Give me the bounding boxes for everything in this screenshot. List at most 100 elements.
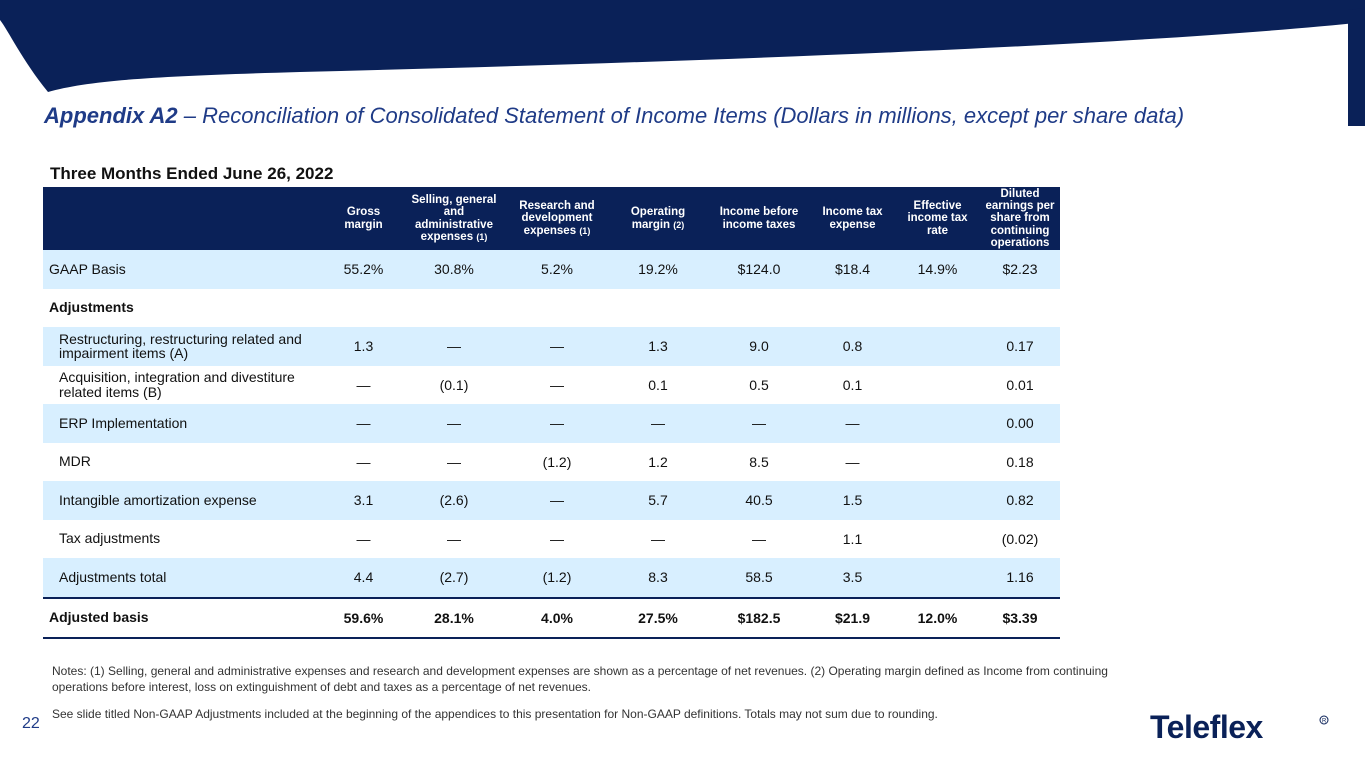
table-cell: $21.9 (810, 597, 895, 639)
row-label: GAAP Basis (43, 250, 325, 289)
table-cell (895, 443, 980, 482)
table-cell: 40.5 (708, 481, 810, 520)
table-cell (895, 327, 980, 366)
title-bold: Appendix A2 (44, 103, 178, 128)
table-cell: 0.5 (749, 376, 769, 393)
row-label: Restructuring, restructuring related and… (43, 327, 325, 366)
table-cell: — (506, 327, 608, 366)
table-cell: — (708, 404, 810, 443)
page-title: Appendix A2 – Reconciliation of Consolid… (44, 103, 1184, 129)
page-number: 22 (22, 715, 40, 732)
table-cell: 58.5 (708, 558, 810, 599)
table-cell: (2.6) (402, 481, 506, 520)
adjustment-row: Tax adjustments — — — — — 1.1 (0.02) (43, 520, 1060, 559)
table-cell: 1.3 (608, 327, 708, 366)
column-header: Effective income tax rate (895, 187, 980, 250)
table-cell: 8.3 (608, 558, 708, 599)
table-cell: — (608, 404, 708, 443)
table-cell: 27.5% (608, 597, 708, 639)
adjustment-row: Restructuring, restructuring related and… (43, 327, 1060, 366)
table-cell: — (550, 530, 564, 547)
table-cell: (2.7) (402, 558, 506, 599)
adjustment-row: Acquisition, integration and divestiture… (43, 366, 1060, 405)
table-cell: 1.16 (980, 558, 1060, 599)
table-cell (325, 289, 402, 328)
adjustments-heading-row: Adjustments (43, 289, 1060, 328)
adjustment-row: MDR — — (1.2) 1.2 8.5 — 0.18 (43, 443, 1060, 482)
table-cell: — (550, 376, 564, 393)
table-cell: — (651, 530, 665, 547)
table-cell: 0.17 (980, 327, 1060, 366)
table-cell: — (356, 376, 371, 393)
table-cell: — (402, 327, 506, 366)
table-cell: — (402, 404, 506, 443)
table-cell: — (845, 453, 860, 470)
table-cell: 0.8 (810, 327, 895, 366)
row-label: ERP Implementation (43, 404, 325, 443)
footnote-non-gaap: See slide titled Non-GAAP Adjustments in… (52, 707, 938, 722)
adjustments-total-row: Adjustments total 4.4 (2.7) (1.2) 8.3 58.5 3.5… (43, 558, 1060, 599)
table-cell: 1.3 (325, 327, 402, 366)
table-cell: — (447, 530, 461, 547)
row-label: MDR (59, 453, 91, 470)
table-cell: 0.1 (648, 376, 668, 393)
header-banner (0, 0, 1365, 126)
row-label: Adjusted basis (43, 597, 325, 639)
table-cell: 0.18 (1006, 453, 1034, 470)
table-cell: 0.00 (980, 404, 1060, 443)
table-cell (895, 289, 980, 328)
footnote-definitions: Notes: (1) Selling, general and administ… (52, 664, 1108, 695)
table-cell: 28.1% (402, 597, 506, 639)
table-cell: 19.2% (608, 250, 708, 289)
table-cell: (0.1) (439, 376, 469, 393)
table-cell: 4.0% (506, 597, 608, 639)
adjustments-heading: Adjustments (49, 299, 134, 316)
period-heading: Three Months Ended June 26, 2022 (50, 164, 334, 183)
table-cell: 1.2 (648, 453, 668, 470)
table-cell: 3.1 (325, 481, 402, 520)
table-header-row: Gross margin Selling, general and admini… (43, 187, 1060, 250)
column-header: Operating margin (2) (608, 187, 708, 250)
teleflex-logo: Teleflex R (1150, 709, 1329, 744)
table-cell (895, 366, 980, 405)
title-rest: – Reconciliation of Consolidated Stateme… (177, 103, 1185, 128)
row-label: Adjustments total (43, 558, 325, 599)
table-cell: — (356, 453, 371, 470)
table-cell: 1.5 (810, 481, 895, 520)
table-cell: 8.5 (749, 453, 769, 470)
table-cell: $182.5 (708, 597, 810, 639)
table-cell: — (325, 404, 402, 443)
svg-text:R: R (1322, 719, 1327, 725)
table-cell: 0.82 (980, 481, 1060, 520)
column-header: Diluted earnings per share from continui… (980, 187, 1060, 250)
table-cell: (1.2) (506, 558, 608, 599)
table-cell: 14.9% (895, 250, 980, 289)
table-cell: 30.8% (402, 250, 506, 289)
table-cell (708, 289, 810, 328)
table-cell: $18.4 (810, 250, 895, 289)
table-cell: $2.23 (980, 250, 1060, 289)
table-cell: 5.7 (608, 481, 708, 520)
table-cell (402, 289, 506, 328)
table-cell: — (447, 453, 461, 470)
table-cell (608, 289, 708, 328)
table-cell: — (752, 530, 766, 547)
table-cell (895, 558, 980, 599)
column-header: Income tax expense (810, 187, 895, 250)
column-header: Research and development expenses (1) (506, 187, 608, 250)
column-header: Income before income taxes (708, 187, 810, 250)
table-cell (506, 289, 608, 328)
table-cell: 4.4 (325, 558, 402, 599)
column-header: Gross margin (325, 187, 402, 250)
corner-header (43, 187, 325, 250)
table-cell: $124.0 (708, 250, 810, 289)
table-cell: — (356, 530, 371, 547)
table-cell: 9.0 (708, 327, 810, 366)
table-cell: — (506, 404, 608, 443)
footnotes: Notes: (1) Selling, general and administ… (52, 663, 1142, 734)
table-cell: 1.1 (842, 530, 863, 547)
table-cell: (1.2) (542, 453, 572, 470)
table-cell (980, 289, 1060, 328)
table-cell: 3.5 (810, 558, 895, 599)
table-cell (895, 404, 980, 443)
